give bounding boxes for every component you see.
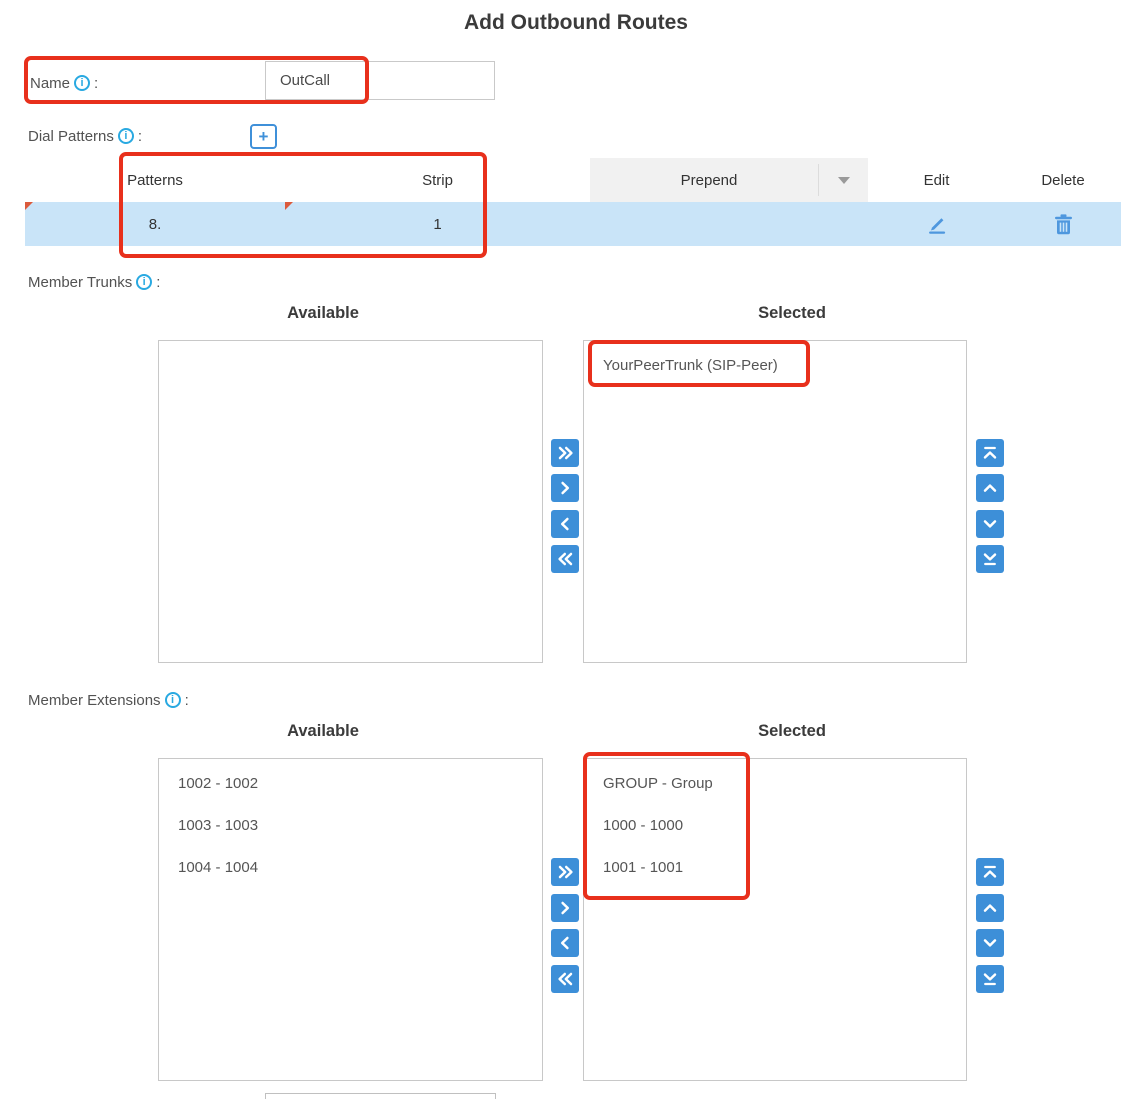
extensions-move-all-right-button[interactable] [551, 858, 579, 886]
chevron-left-icon [558, 517, 572, 531]
col-header-edit: Edit [923, 171, 950, 189]
chevron-right-icon [558, 901, 572, 915]
info-icon[interactable]: i [74, 75, 91, 91]
double-chevron-right-icon [557, 446, 574, 460]
chevron-up-icon [983, 901, 997, 915]
table-header-row: Patterns Strip Prepend Edit Delete [25, 158, 1121, 202]
member-extensions-label: Member Extensions i : [28, 690, 189, 710]
dial-patterns-table: Patterns Strip Prepend Edit Delete 8. 1 [25, 158, 1121, 246]
trunks-available-list[interactable] [158, 340, 543, 663]
colon: : [94, 74, 99, 92]
trunks-move-top-button[interactable] [976, 439, 1004, 467]
trunks-selected-header: Selected [758, 304, 826, 322]
info-icon[interactable]: i [136, 274, 153, 290]
chevron-down-bar-icon [983, 552, 997, 566]
colon: : [156, 273, 161, 291]
extensions-move-up-button[interactable] [976, 894, 1004, 922]
dial-patterns-label-text: Dial Patterns [28, 127, 114, 145]
add-dial-pattern-button[interactable]: + [250, 124, 277, 149]
pattern-cell[interactable]: 8. [25, 202, 285, 246]
chevron-up-bar-icon [983, 865, 997, 879]
member-trunks-label: Member Trunks i : [28, 272, 160, 292]
dial-pattern-row[interactable]: 8. 1 [25, 202, 1121, 246]
name-label-text: Name [30, 74, 71, 92]
info-icon[interactable]: i [164, 692, 181, 708]
plus-icon: + [258, 127, 269, 146]
name-field-label: Name i : [30, 73, 98, 93]
trunks-selected-list[interactable]: YourPeerTrunk (SIP-Peer) [583, 340, 967, 663]
list-item[interactable]: 1004 - 1004 [178, 859, 259, 876]
colon: : [137, 127, 143, 145]
extensions-move-top-button[interactable] [976, 858, 1004, 886]
prepend-cell[interactable] [590, 202, 868, 246]
chevron-down-icon [983, 936, 997, 950]
strip-cell[interactable]: 1 [285, 202, 590, 246]
col-header-strip: Strip [422, 171, 453, 189]
list-item[interactable]: 1003 - 1003 [178, 817, 259, 834]
col-header-prepend: Prepend [590, 158, 868, 202]
page-title: Add Outbound Routes [464, 11, 688, 34]
chevron-down-icon [983, 517, 997, 531]
list-item[interactable]: GROUP - Group [603, 775, 713, 792]
col-header-delete: Delete [1041, 171, 1085, 189]
chevron-up-bar-icon [983, 446, 997, 460]
extensions-move-right-button[interactable] [551, 894, 579, 922]
trunks-move-left-button[interactable] [551, 510, 579, 538]
info-icon[interactable]: i [117, 128, 134, 144]
trunks-move-up-button[interactable] [976, 474, 1004, 502]
extensions-selected-list[interactable]: GROUP - Group 1000 - 1000 1001 - 1001 [583, 758, 967, 1081]
prepend-header-text: Prepend [680, 171, 738, 189]
colon: : [184, 691, 189, 709]
trunks-move-right-button[interactable] [551, 474, 579, 502]
edit-icon[interactable] [925, 212, 949, 236]
trunks-move-bottom-button[interactable] [976, 545, 1004, 573]
list-item[interactable]: 1002 - 1002 [178, 775, 259, 792]
delete-icon[interactable] [1054, 213, 1073, 235]
trunks-move-down-button[interactable] [976, 510, 1004, 538]
trunks-move-all-left-button[interactable] [551, 545, 579, 573]
extensions-available-header: Available [287, 722, 359, 740]
list-item[interactable]: 1001 - 1001 [603, 859, 684, 876]
trunks-available-header: Available [287, 304, 359, 322]
chevron-up-icon [983, 481, 997, 495]
extensions-move-left-button[interactable] [551, 929, 579, 957]
col-header-patterns: Patterns [127, 171, 183, 189]
trunks-move-all-right-button[interactable] [551, 439, 579, 467]
extensions-move-down-button[interactable] [976, 929, 1004, 957]
chevron-left-icon [558, 936, 572, 950]
chevron-down-icon[interactable] [838, 177, 850, 184]
extensions-available-list[interactable]: 1002 - 1002 1003 - 1003 1004 - 1004 [158, 758, 543, 1081]
extensions-move-all-left-button[interactable] [551, 965, 579, 993]
double-chevron-left-icon [557, 972, 574, 986]
name-input[interactable] [265, 61, 495, 100]
extensions-move-bottom-button[interactable] [976, 965, 1004, 993]
double-chevron-left-icon [557, 552, 574, 566]
list-item[interactable]: 1000 - 1000 [603, 817, 684, 834]
member-extensions-label-text: Member Extensions [28, 691, 161, 709]
header-divider [818, 164, 819, 196]
extensions-selected-header: Selected [758, 722, 826, 740]
chevron-down-bar-icon [983, 972, 997, 986]
chevron-right-icon [558, 481, 572, 495]
double-chevron-right-icon [557, 865, 574, 879]
dial-patterns-label: Dial Patterns i : [28, 126, 142, 146]
list-item[interactable]: YourPeerTrunk (SIP-Peer) [603, 357, 778, 374]
partial-input-bottom[interactable] [265, 1093, 496, 1099]
member-trunks-label-text: Member Trunks [28, 273, 133, 291]
